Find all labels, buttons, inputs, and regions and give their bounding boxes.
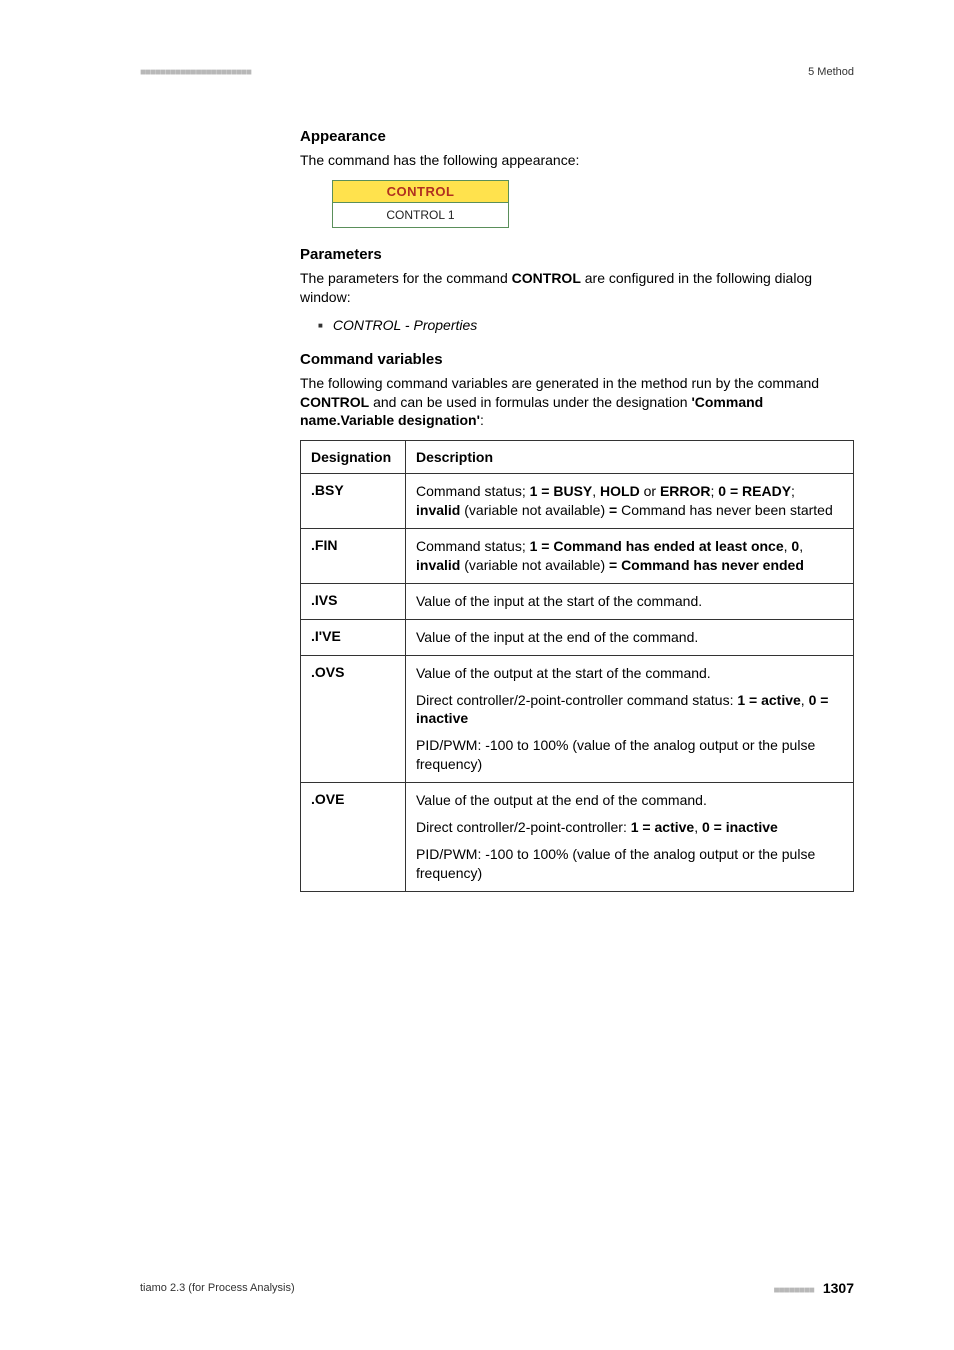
table-header-designation: Designation (301, 441, 406, 474)
table-row: .OVS Value of the output at the start of… (301, 655, 854, 782)
text-bold: 0 = inactive (702, 819, 778, 835)
text: Command status; (416, 538, 530, 554)
table-row: .I'VE Value of the input at the end of t… (301, 619, 854, 655)
cell-description: Command status; 1 = BUSY, HOLD or ERROR;… (406, 474, 854, 529)
parameters-intro: The parameters for the command CONTROL a… (300, 269, 854, 307)
cell-description: Value of the input at the end of the com… (406, 619, 854, 655)
desig-ove: .OVE (311, 791, 344, 807)
cmdvars-intro-pre: The following command variables are gene… (300, 375, 819, 391)
desig-bsy: .BSY (311, 482, 344, 498)
text: , (694, 819, 702, 835)
text: Value of the input at the start of the c… (416, 592, 843, 611)
footer-product-label: tiamo 2.3 (for Process Analysis) (140, 1282, 295, 1294)
text: (variable not available) (460, 557, 609, 573)
page-header: ■■■■■■■■■■■■■■■■■■■■■■ 5 Method (140, 66, 854, 78)
table-header-row: Designation Description (301, 441, 854, 474)
text: Direct controller/2-point-controller: (416, 819, 631, 835)
desig-ovs: .OVS (311, 664, 344, 680)
text-bold: = Command has never ended (609, 557, 804, 573)
table-row: .FIN Command status; 1 = Command has end… (301, 529, 854, 584)
appearance-heading: Appearance (300, 128, 854, 145)
parameters-bullet-item: CONTROL - Properties (318, 317, 854, 333)
text-bold: invalid (416, 502, 460, 518)
text: ; (791, 483, 795, 499)
text-bold: HOLD (600, 483, 640, 499)
text: PID/PWM: -100 to 100% (value of the anal… (416, 736, 843, 774)
cmdvars-intro-mid: and can be used in formulas under the de… (369, 394, 691, 410)
header-section-label: 5 Method (808, 66, 854, 78)
text: PID/PWM: -100 to 100% (value of the anal… (416, 845, 843, 883)
cmdvars-intro-post: : (480, 412, 484, 428)
text-bold: 1 = Command has ended at least once (530, 538, 784, 554)
text: Value of the output at the start of the … (416, 664, 843, 683)
cell-description: Value of the input at the start of the c… (406, 583, 854, 619)
cell-designation: .IVS (301, 583, 406, 619)
control-command-box: CONTROL CONTROL 1 (332, 180, 509, 228)
text-bold: 0 = READY (718, 483, 791, 499)
text: (variable not available) (460, 502, 609, 518)
text: , (592, 483, 600, 499)
desig-fin: .FIN (311, 537, 337, 553)
parameters-intro-pre: The parameters for the command (300, 270, 512, 286)
text: Value of the output at the end of the co… (416, 791, 843, 810)
command-variables-heading: Command variables (300, 351, 854, 368)
parameters-intro-bold: CONTROL (512, 270, 581, 286)
parameters-bullet-list: CONTROL - Properties (318, 317, 854, 333)
cell-description: Value of the output at the end of the co… (406, 783, 854, 892)
desig-ivs: .IVS (311, 592, 337, 608)
parameters-heading: Parameters (300, 246, 854, 263)
control-box-title: CONTROL (333, 181, 508, 203)
cell-designation: .BSY (301, 474, 406, 529)
cmdvars-intro-bold: CONTROL (300, 394, 369, 410)
footer-dashes: ■■■■■■■■ (773, 1285, 813, 1296)
text: Direct controller/2-point-controller com… (416, 692, 737, 708)
text-bold: 1 = active (737, 692, 800, 708)
footer-right: ■■■■■■■■ 1307 (773, 1280, 854, 1296)
text-bold: = (609, 502, 617, 518)
text-bold: ERROR (660, 483, 711, 499)
text: , (799, 538, 803, 554)
table-row: .BSY Command status; 1 = BUSY, HOLD or E… (301, 474, 854, 529)
text: Command status; (416, 483, 530, 499)
cell-designation: .I'VE (301, 619, 406, 655)
header-dashes: ■■■■■■■■■■■■■■■■■■■■■■ (140, 67, 251, 78)
command-variables-intro: The following command variables are gene… (300, 374, 854, 431)
text: Value of the input at the end of the com… (416, 628, 843, 647)
command-variables-table: Designation Description .BSY Command sta… (300, 440, 854, 891)
table-header-description: Description (406, 441, 854, 474)
cell-designation: .FIN (301, 529, 406, 584)
cell-description: Value of the output at the start of the … (406, 655, 854, 782)
appearance-intro: The command has the following appearance… (300, 151, 854, 170)
footer-page-number: 1307 (823, 1280, 854, 1296)
table-row: .IVS Value of the input at the start of … (301, 583, 854, 619)
text: or (640, 483, 660, 499)
text-bold: invalid (416, 557, 460, 573)
cell-designation: .OVS (301, 655, 406, 782)
cell-designation: .OVE (301, 783, 406, 892)
text: Command has never been started (617, 502, 833, 518)
cell-description: Command status; 1 = Command has ended at… (406, 529, 854, 584)
table-row: .OVE Value of the output at the end of t… (301, 783, 854, 892)
text-bold: 1 = active (631, 819, 694, 835)
page-footer: tiamo 2.3 (for Process Analysis) ■■■■■■■… (140, 1280, 854, 1296)
desig-ive: .I'VE (311, 628, 341, 644)
text: , (801, 692, 809, 708)
control-box-subtitle: CONTROL 1 (333, 203, 508, 227)
text-bold: 1 = BUSY (530, 483, 593, 499)
